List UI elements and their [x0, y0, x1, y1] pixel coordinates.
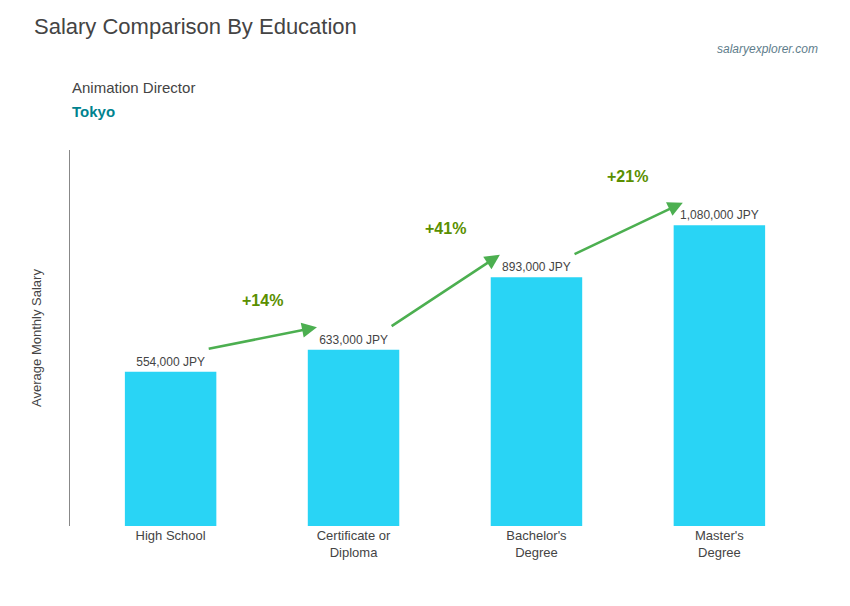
- svg-text:Salary Comparison By Education: Salary Comparison By Education: [34, 14, 357, 39]
- svg-text:Average Monthly Salary: Average Monthly Salary: [29, 269, 44, 407]
- svg-text:Bachelor'sDegree: Bachelor'sDegree: [506, 528, 567, 560]
- svg-text:Master'sDegree: Master'sDegree: [695, 528, 744, 560]
- svg-text:Certificate orDiploma: Certificate orDiploma: [317, 528, 391, 560]
- svg-text:+21%: +21%: [607, 168, 648, 185]
- svg-text:633,000 JPY: 633,000 JPY: [319, 333, 388, 347]
- svg-text:High School: High School: [136, 528, 206, 543]
- svg-text:salaryexplorer.com: salaryexplorer.com: [717, 42, 818, 56]
- svg-text:1,080,000 JPY: 1,080,000 JPY: [680, 208, 759, 222]
- svg-text:+41%: +41%: [425, 220, 466, 237]
- svg-text:554,000 JPY: 554,000 JPY: [136, 355, 205, 369]
- svg-text:Animation Director: Animation Director: [72, 79, 195, 96]
- svg-text:893,000 JPY: 893,000 JPY: [502, 260, 571, 274]
- svg-text:Tokyo: Tokyo: [72, 103, 115, 120]
- svg-text:+14%: +14%: [242, 292, 283, 309]
